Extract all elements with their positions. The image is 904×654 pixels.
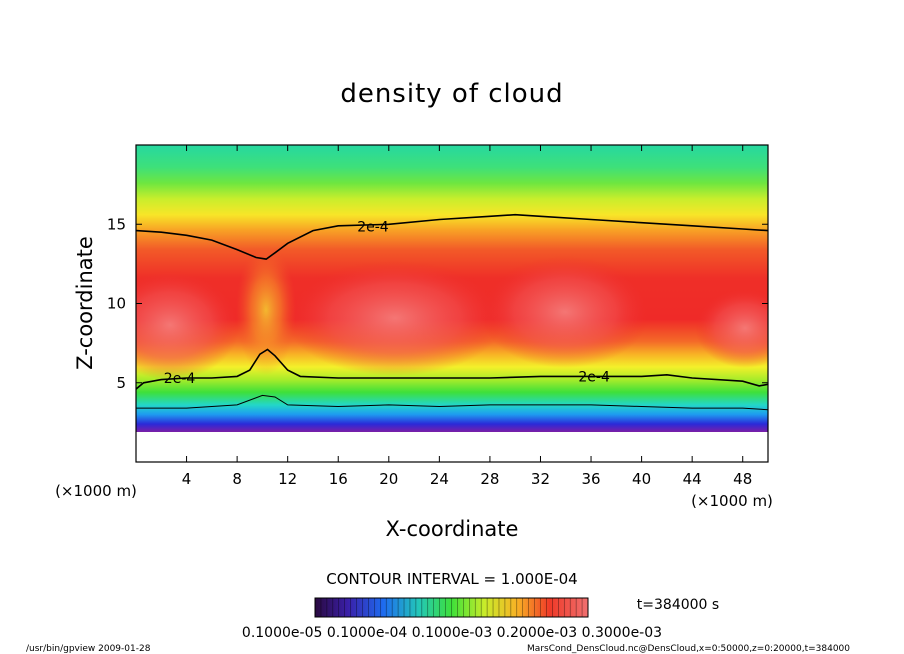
contour-interval-text: CONTOUR INTERVAL = 1.000E-04 xyxy=(326,570,577,588)
density-gap xyxy=(236,245,296,375)
contour-line-2e-4-upper xyxy=(136,213,768,260)
y-tick-label: 10 xyxy=(107,295,126,313)
density-core-center xyxy=(285,260,505,376)
x-tick-label: 48 xyxy=(733,470,752,488)
y-tick-label: 5 xyxy=(116,374,126,392)
density-core-west xyxy=(136,270,240,380)
x-tick-label: 40 xyxy=(632,470,651,488)
x-tick-label: 36 xyxy=(581,470,600,488)
x-tick-label: 20 xyxy=(379,470,398,488)
footer-left: /usr/bin/gpview 2009-01-28 xyxy=(26,644,151,654)
colorbar-labels: 0.1000e-05 0.1000e-04 0.1000e-03 0.2000e… xyxy=(242,625,662,641)
density-core-far-east xyxy=(695,288,768,368)
x-axis-label: X-coordinate xyxy=(386,517,519,541)
chart-title: density of cloud xyxy=(340,79,563,109)
contour-line-inner xyxy=(136,394,768,411)
x-tick-label: 32 xyxy=(531,470,550,488)
time-label: t=384000 s xyxy=(637,597,719,613)
density-core-east xyxy=(480,256,650,368)
contour-label: 2e-4 xyxy=(578,369,610,385)
x-tick-label: 24 xyxy=(430,470,449,488)
footer-right: MarsCond_DensCloud.nc@DensCloud,x=0:5000… xyxy=(527,644,850,654)
x-unit-label: (×1000 m) xyxy=(55,482,137,500)
contour-label: 2e-4 xyxy=(357,220,389,236)
z-unit-label: (×1000 m) xyxy=(691,492,773,510)
x-tick-label: 12 xyxy=(278,470,297,488)
plot-area: 2e-4 2e-4 2e-4 xyxy=(136,145,768,462)
x-tick-label: 44 xyxy=(683,470,702,488)
y-axis-label: Z-coordinate xyxy=(73,236,97,370)
contour-line-2e-4-lower xyxy=(136,348,768,390)
x-tick-label: 28 xyxy=(480,470,499,488)
y-tick-label: 15 xyxy=(107,215,126,233)
contour-label: 2e-4 xyxy=(164,371,196,387)
x-tick-label: 4 xyxy=(182,470,192,488)
x-tick-label: 8 xyxy=(232,470,242,488)
x-tick-label: 16 xyxy=(329,470,348,488)
